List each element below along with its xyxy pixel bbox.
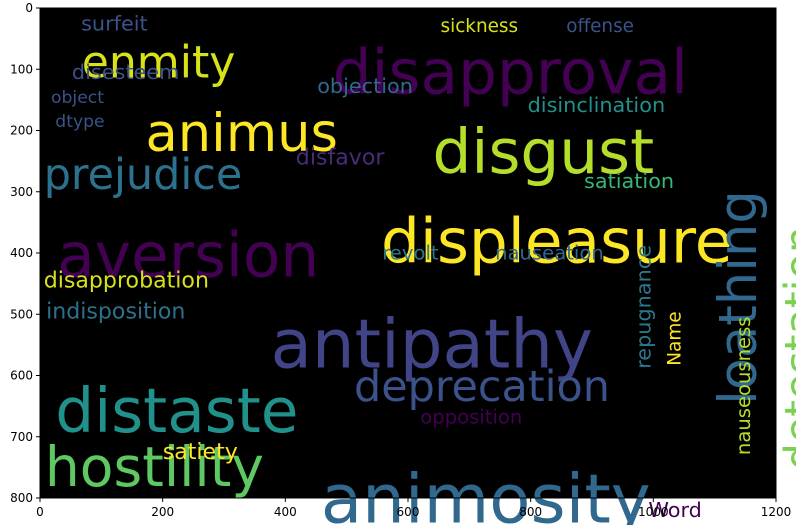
- cloud-word-detestation: detestation: [776, 226, 796, 470]
- x-tick-label: 600: [397, 505, 420, 519]
- y-tick-label: 100: [10, 62, 33, 76]
- x-tick-label: 0: [36, 505, 44, 519]
- cloud-word-dtype: dtype: [55, 112, 104, 132]
- cloud-word-disapprobation: disapprobation: [44, 268, 209, 294]
- cloud-word-loathing: loathing: [708, 190, 769, 405]
- cloud-word-name: Name: [664, 311, 685, 365]
- cloud-word-distaste: distaste: [55, 376, 298, 447]
- x-tick-label: 200: [151, 505, 174, 519]
- y-tick-label: 700: [10, 430, 33, 444]
- cloud-word-objection: objection: [317, 74, 413, 98]
- cloud-word-deprecation: deprecation: [354, 362, 610, 412]
- cloud-word-enmity: enmity: [82, 37, 236, 88]
- word-cloud: enmity disapproval surfeit sickness offense d…: [44, 12, 796, 525]
- cloud-word-object: object: [51, 88, 104, 108]
- cloud-word-repugnance: repugnance: [631, 245, 655, 369]
- x-tick-label: 1000: [638, 505, 669, 519]
- cloud-word-indisposition: indisposition: [46, 298, 185, 324]
- y-tick-label: 400: [10, 246, 33, 260]
- cloud-word-revolt: revolt: [382, 241, 439, 264]
- cloud-word-nauseation: nauseation: [495, 241, 604, 264]
- x-tick-label: 1200: [761, 505, 792, 519]
- cloud-word-sickness: sickness: [441, 16, 519, 37]
- cloud-word-hostility: hostility: [45, 435, 264, 499]
- cloud-word-disapproval: disapproval: [333, 37, 688, 108]
- y-tick-label: 200: [10, 124, 33, 138]
- y-tick-label: 0: [25, 1, 33, 15]
- cloud-word-surfeit: surfeit: [81, 12, 148, 36]
- cloud-word-aversion: aversion: [57, 221, 319, 292]
- cloud-word-satiation: satiation: [584, 169, 674, 193]
- y-tick-label: 500: [10, 307, 33, 321]
- cloud-word-word: Word: [648, 498, 701, 522]
- cloud-word-animosity: animosity: [321, 459, 651, 525]
- cloud-word-animus: animus: [146, 103, 338, 164]
- y-tick-label: 600: [10, 369, 33, 383]
- y-tick-label: 800: [10, 491, 33, 505]
- cloud-word-nauseousness: nauseousness: [732, 316, 755, 455]
- cloud-word-displeasure: displeasure: [381, 207, 732, 278]
- cloud-word-disgust: disgust: [433, 117, 655, 188]
- x-axis: 0 200 400 600 800 1000 1200: [36, 498, 791, 519]
- cloud-word-dissatisfaction: dissatisfaction: [91, 517, 575, 525]
- x-tick-label: 800: [519, 505, 542, 519]
- cloud-word-offense: offense: [566, 16, 634, 37]
- cloud-word-disfavor: disfavor: [296, 145, 386, 171]
- plot-area: [40, 8, 776, 498]
- y-tick-label: 300: [10, 185, 33, 199]
- x-tick-label: 400: [274, 505, 297, 519]
- cloud-word-antipathy: antipathy: [271, 305, 593, 384]
- cloud-word-opposition: opposition: [420, 406, 522, 429]
- cloud-word-disesteem: disesteem: [72, 60, 179, 84]
- cloud-word-satiety: satiety: [163, 439, 238, 465]
- cloud-word-disinclination: disinclination: [528, 93, 666, 117]
- cloud-word-prejudice: prejudice: [44, 150, 243, 200]
- y-axis: 0 100 200 300 400 500 600 700 800: [10, 1, 40, 505]
